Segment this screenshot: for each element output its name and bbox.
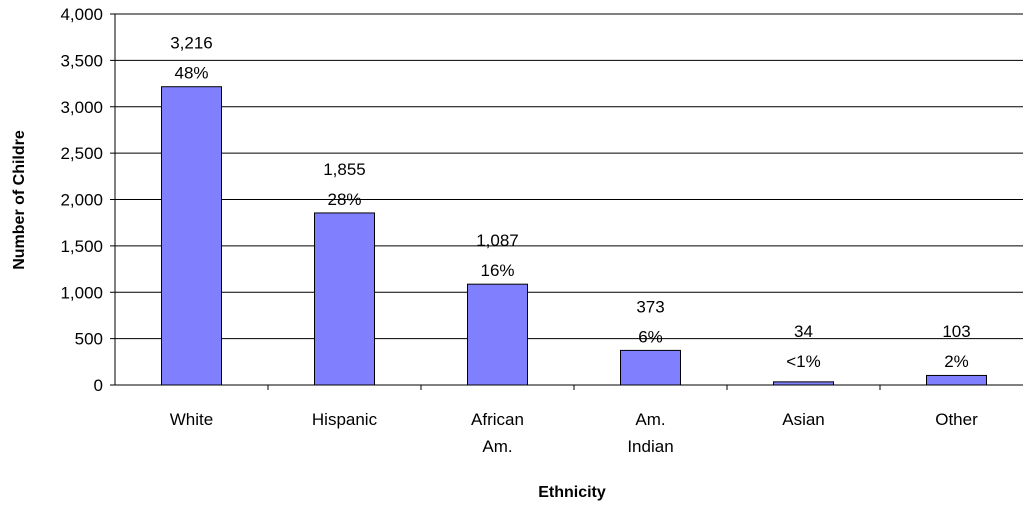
value-label: 1,855 (323, 160, 366, 179)
percent-label: 28% (327, 190, 361, 209)
percent-label: 16% (480, 261, 514, 280)
value-label: 3,216 (170, 34, 213, 53)
percent-label: 48% (174, 64, 208, 83)
y-tick-label: 1,000 (60, 283, 103, 302)
y-tick-label: 3,000 (60, 98, 103, 117)
y-tick-label: 1,500 (60, 237, 103, 256)
y-tick-label: 3,500 (60, 51, 103, 70)
value-label: 1,087 (476, 231, 519, 250)
y-tick-label: 4,000 (60, 5, 103, 24)
x-axis-title: Ethnicity (538, 484, 606, 501)
value-label: 103 (942, 322, 970, 341)
bar (926, 374, 987, 386)
x-tick-label: Indian (627, 437, 673, 456)
bar (620, 349, 681, 386)
x-tick-label: Other (935, 410, 978, 429)
x-tick-labels: White Hispanic African Am. Am. Indian Asian Oth… (170, 410, 978, 456)
value-label: 34 (794, 322, 813, 341)
x-tick-label: Am. (482, 437, 512, 456)
y-tick-label: 500 (75, 330, 103, 349)
x-tick-label: Am. (635, 410, 665, 429)
x-tick-label: African (471, 410, 524, 429)
data-labels: 3,216 48% 1,855 28% 1,087 16% 373 6% 34 <1% 103 2% (170, 34, 970, 371)
y-tick-label: 2,500 (60, 144, 103, 163)
bar (161, 86, 222, 386)
x-tick-label: White (170, 410, 213, 429)
y-tick-label: 2,000 (60, 191, 103, 210)
y-axis-title: Number of Childre (11, 130, 28, 270)
x-tick-label: Asian (782, 410, 825, 429)
bars (161, 86, 987, 386)
y-tick-labels: 0 500 1,000 1,500 2,000 2,500 3,000 3,500 4,000 (60, 5, 103, 395)
y-tick-label: 0 (94, 376, 103, 395)
value-label: 373 (636, 297, 664, 316)
bar (314, 212, 375, 386)
gridlines (115, 13, 1023, 340)
percent-label: 2% (944, 352, 969, 371)
bar (467, 283, 528, 386)
axes (110, 13, 1023, 390)
x-tick-label: Hispanic (312, 410, 378, 429)
percent-label: 6% (638, 327, 663, 346)
percent-label: <1% (786, 352, 821, 371)
